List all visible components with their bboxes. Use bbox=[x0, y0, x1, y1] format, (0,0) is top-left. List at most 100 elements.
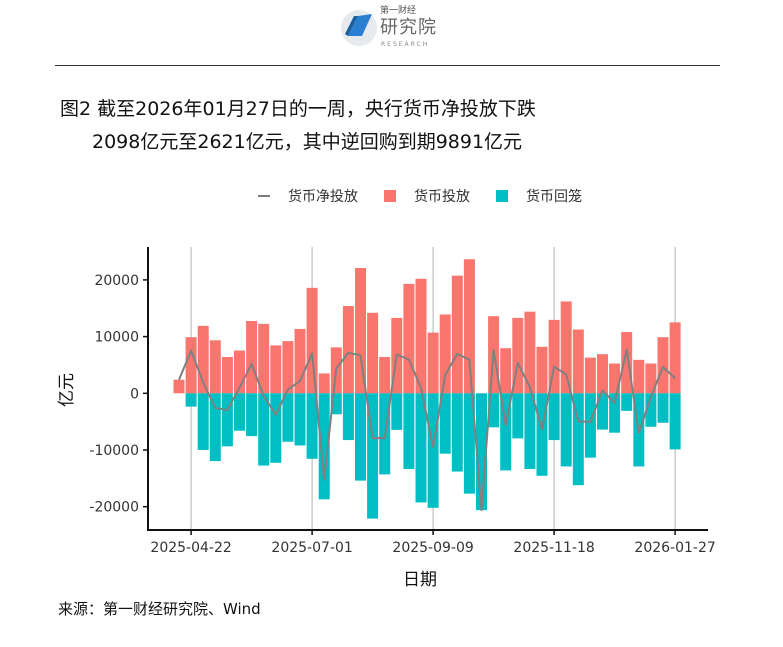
legend-box-swatch bbox=[384, 190, 396, 202]
injection-bar bbox=[185, 337, 197, 394]
logo-top-text: 第一财经 bbox=[380, 6, 417, 16]
withdrawal-bar bbox=[572, 393, 584, 486]
injection-bar bbox=[609, 363, 621, 394]
injection-bar bbox=[524, 311, 536, 394]
header-divider bbox=[55, 65, 720, 66]
withdrawal-bar bbox=[234, 393, 245, 431]
injection-bar bbox=[415, 278, 427, 394]
y-tick-label: 0 bbox=[130, 386, 139, 402]
withdrawal-bar bbox=[342, 393, 354, 441]
legend-label: 货币净投放 bbox=[288, 189, 358, 205]
withdrawal-bar bbox=[221, 393, 233, 447]
injection-bar bbox=[209, 340, 221, 394]
withdrawal-bar bbox=[427, 393, 439, 508]
injection-bar bbox=[258, 323, 270, 394]
logo-sub-text: RESEARCH bbox=[381, 41, 430, 48]
injection-bar bbox=[355, 267, 366, 394]
y-tick-label: 10000 bbox=[94, 330, 139, 346]
legend: 货币净投放 货币投放 货币回笼 bbox=[258, 186, 608, 206]
injection-bar bbox=[367, 312, 379, 394]
legend-box-swatch bbox=[496, 190, 508, 202]
injection-bar bbox=[669, 322, 681, 394]
withdrawal-bar bbox=[330, 393, 342, 415]
withdrawal-bar bbox=[403, 393, 415, 469]
x-tick-label: 2025-09-09 bbox=[392, 540, 473, 556]
x-tick-label: 2026-01-27 bbox=[634, 540, 715, 556]
withdrawal-bar bbox=[246, 393, 258, 437]
withdrawal-bar bbox=[355, 393, 366, 481]
legend-line-swatch bbox=[258, 195, 270, 197]
y-tick-label: -20000 bbox=[89, 500, 139, 516]
source-note: 来源：第一财经研究院、Wind bbox=[58, 600, 261, 618]
withdrawal-bar bbox=[597, 393, 608, 430]
withdrawal-bar bbox=[439, 393, 451, 454]
y-tick-label: -10000 bbox=[89, 443, 139, 459]
injection-bar bbox=[270, 345, 282, 394]
injection-bar bbox=[379, 357, 391, 394]
withdrawal-bar bbox=[391, 393, 403, 430]
withdrawal-bar bbox=[282, 393, 294, 442]
x-tick-label: 2025-07-01 bbox=[271, 540, 352, 556]
legend-item-withdrawal: 货币回笼 bbox=[496, 186, 582, 206]
withdrawal-bar bbox=[476, 393, 487, 511]
x-tick-label: 2025-11-18 bbox=[513, 540, 594, 556]
injection-bar bbox=[246, 321, 258, 394]
x-tick-label: 2025-04-22 bbox=[150, 540, 231, 556]
withdrawal-bar bbox=[197, 393, 209, 450]
injection-bar bbox=[439, 314, 451, 394]
withdrawal-bar bbox=[463, 393, 475, 494]
injection-bar bbox=[318, 373, 330, 394]
injection-bar bbox=[500, 348, 512, 394]
withdrawal-bar bbox=[367, 393, 379, 519]
injection-bar bbox=[572, 329, 584, 394]
chart-title-line2: 2098亿元至2621亿元，其中逆回购到期9891亿元 bbox=[92, 131, 523, 153]
injection-bar bbox=[621, 332, 633, 394]
legend-label: 货币投放 bbox=[414, 189, 470, 205]
withdrawal-bar bbox=[524, 393, 536, 469]
withdrawal-bar bbox=[512, 393, 524, 439]
injection-bar bbox=[645, 363, 657, 394]
legend-item-injection: 货币投放 bbox=[384, 186, 470, 206]
injection-bar bbox=[342, 305, 354, 394]
withdrawal-bar bbox=[560, 393, 572, 467]
injection-bar bbox=[427, 332, 439, 394]
withdrawal-bar bbox=[500, 393, 512, 471]
injection-bar bbox=[234, 350, 245, 394]
withdrawal-bar bbox=[185, 393, 197, 407]
x-axis-label: 日期 bbox=[403, 570, 437, 590]
withdrawal-bar bbox=[209, 393, 221, 462]
y-axis-label: 亿元 bbox=[57, 373, 77, 407]
net-injection-line bbox=[178, 348, 676, 512]
injection-bar bbox=[657, 337, 669, 394]
injection-bar bbox=[306, 287, 318, 394]
y-tick-label: 20000 bbox=[94, 273, 139, 289]
chart-title-line1: 图2 截至2026年01月27日的一周，央行货币净投放下跌 bbox=[60, 98, 536, 120]
injection-bar bbox=[403, 283, 415, 394]
legend-label: 货币回笼 bbox=[526, 189, 582, 205]
withdrawal-bar bbox=[548, 393, 560, 441]
injection-bar bbox=[451, 275, 463, 394]
withdrawal-bar bbox=[657, 393, 669, 423]
injection-bar bbox=[197, 325, 209, 394]
injection-bar bbox=[560, 301, 572, 394]
injection-bar bbox=[221, 357, 233, 394]
withdrawal-bar bbox=[318, 393, 330, 500]
withdrawal-bar bbox=[621, 393, 633, 411]
withdrawal-bar bbox=[645, 393, 657, 427]
injection-bar bbox=[512, 317, 524, 394]
withdrawal-bar bbox=[451, 393, 463, 472]
legend-item-net: 货币净投放 bbox=[258, 186, 358, 206]
withdrawal-bar bbox=[270, 393, 282, 463]
logo-emblem-icon bbox=[341, 10, 377, 46]
injection-bar bbox=[548, 319, 560, 394]
withdrawal-bar bbox=[669, 393, 681, 450]
withdrawal-bar bbox=[306, 393, 318, 459]
withdrawal-bar bbox=[609, 393, 621, 433]
logo-main-text: 研究院 bbox=[380, 17, 437, 38]
withdrawal-bar bbox=[536, 393, 548, 476]
injection-bar bbox=[173, 379, 185, 394]
injection-bar bbox=[294, 328, 306, 394]
injection-bar bbox=[584, 357, 596, 394]
withdrawal-bar bbox=[294, 393, 306, 446]
